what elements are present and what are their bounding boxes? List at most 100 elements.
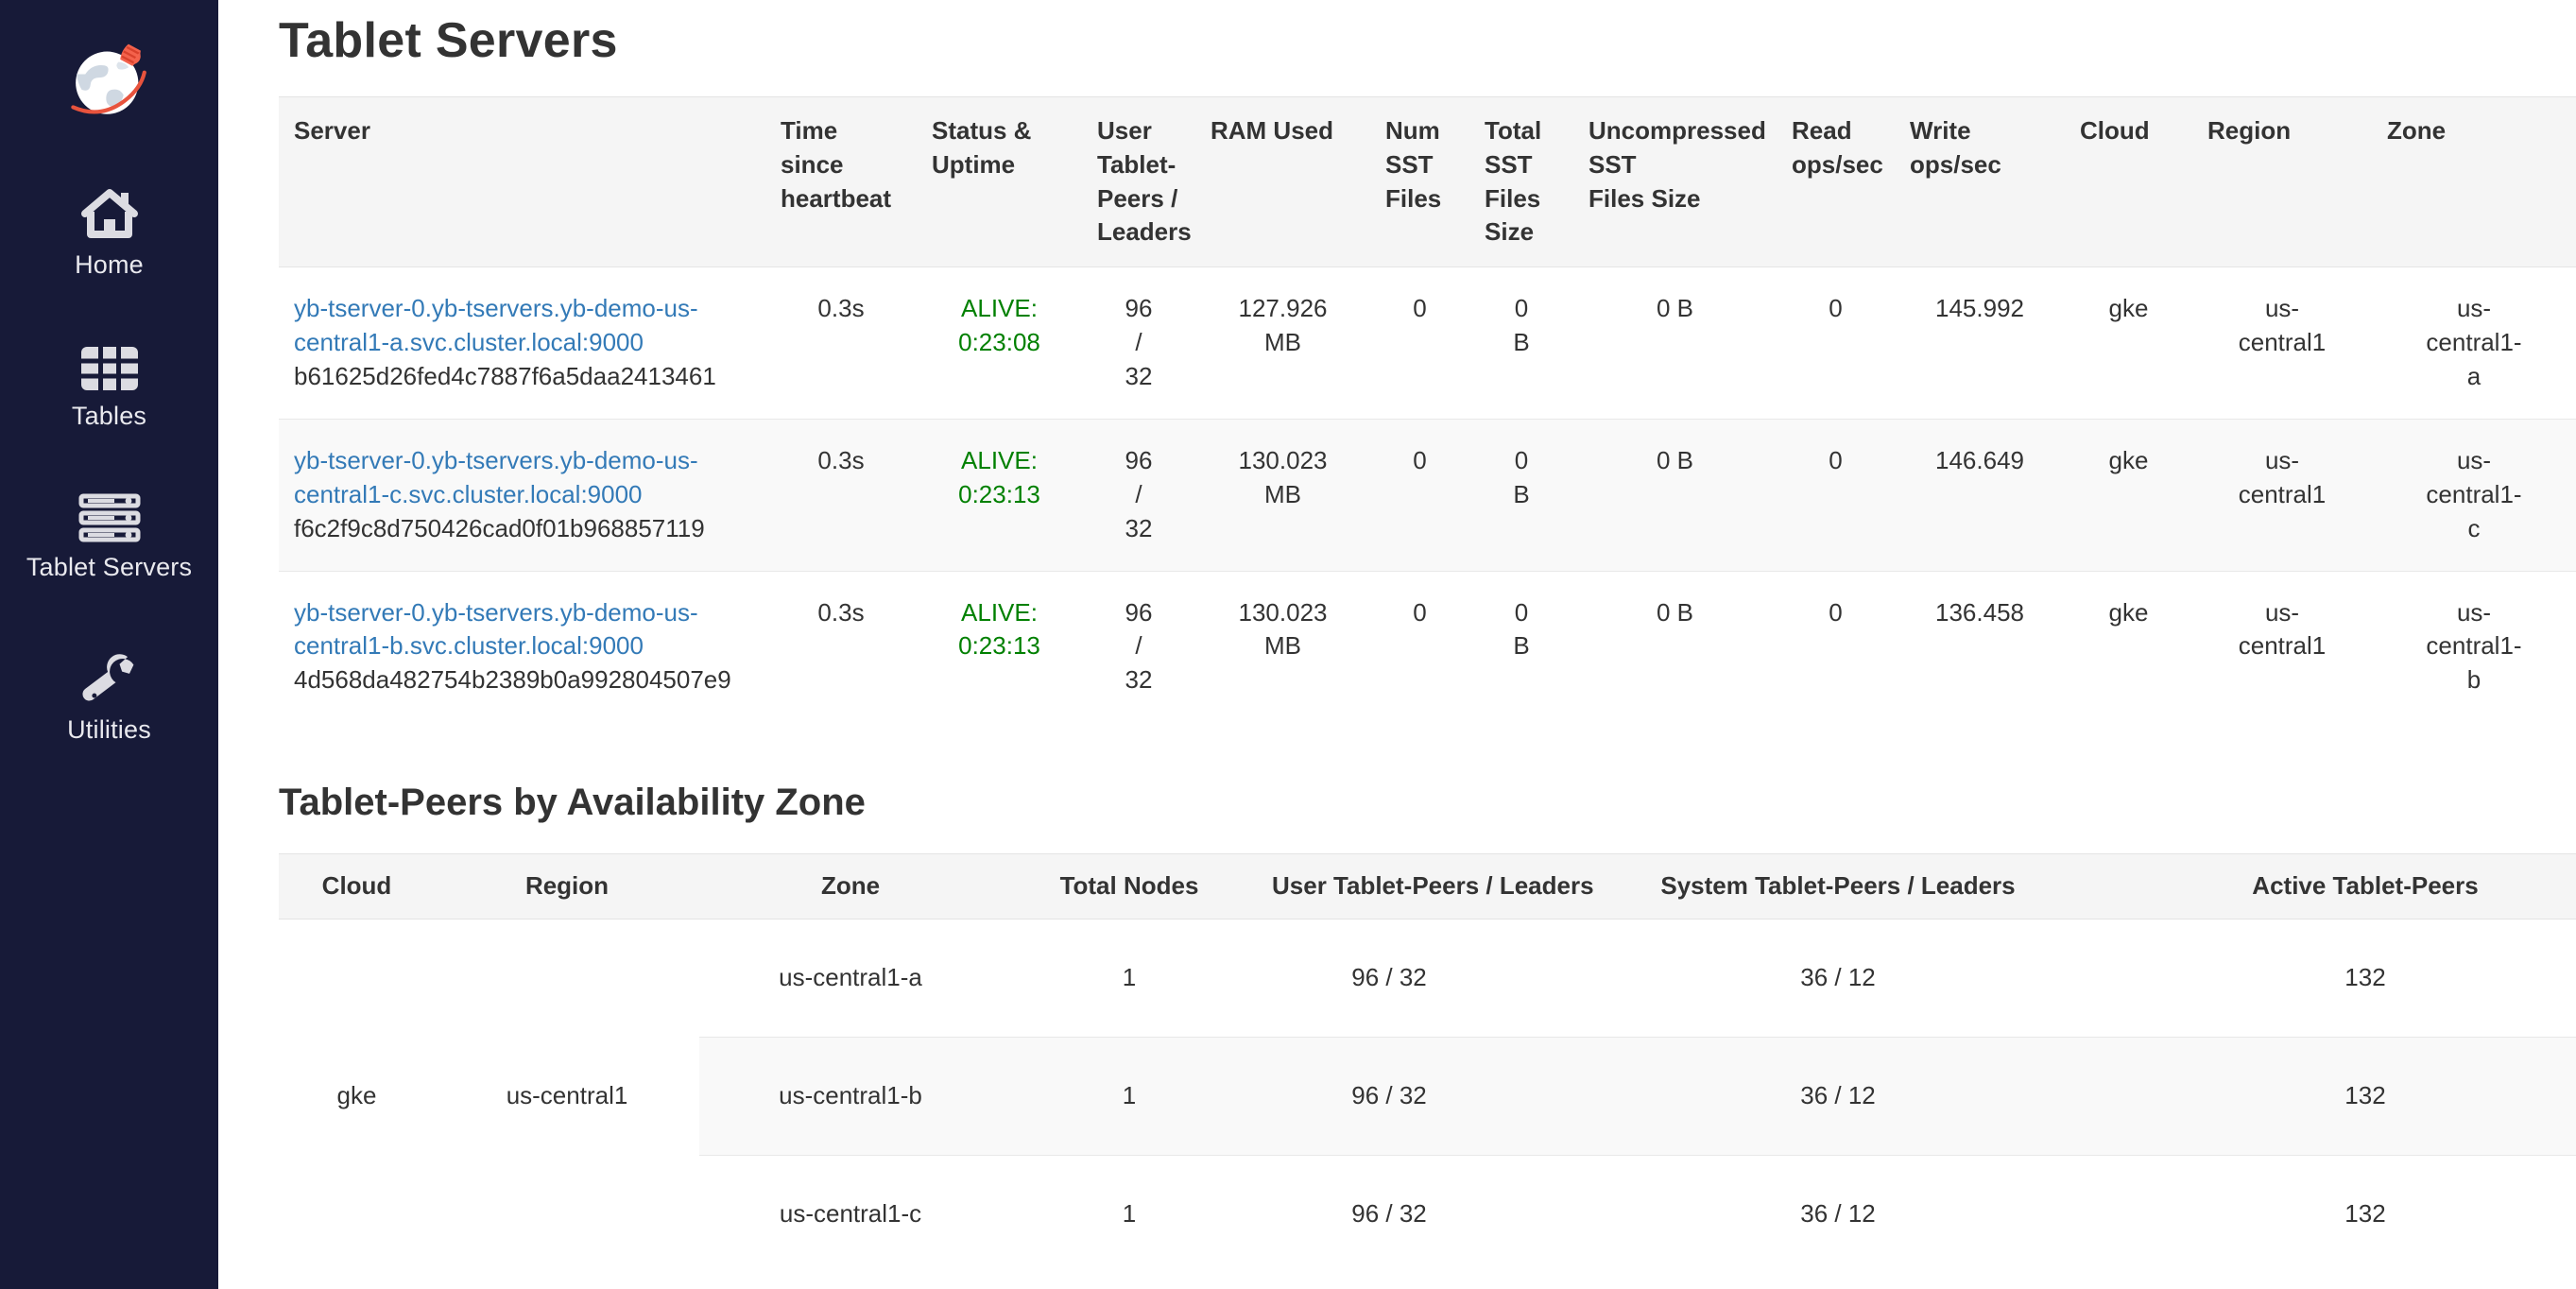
sidebar-item-utilities[interactable]: Utilities	[0, 646, 218, 748]
col-header-heartbeat: Time since heartbeat	[765, 95, 917, 268]
active-tablet-peers-cell: 132	[2344, 963, 2386, 992]
user-tablet-peers-cell: 96 / 32	[1257, 1037, 1521, 1156]
table-row: us-central1-c 1 96 / 32 36 / 12 132	[279, 1154, 2576, 1273]
uncompressed-sst-cell: 0 B	[1656, 294, 1694, 323]
active-tablet-peers-cell: 132	[2155, 1037, 2576, 1156]
sidebar-item-label: Utilities	[67, 715, 151, 744]
ram-cell: 130.023 MB	[1195, 570, 1370, 723]
active-tablet-peers-cell: 132	[2155, 1154, 2576, 1273]
tserver-link[interactable]: yb-tserver-0.yb-tservers.yb-demo-us- cen…	[294, 445, 698, 508]
table-row: yb-tserver-0.yb-tservers.yb-demo-us- cen…	[279, 267, 2576, 420]
region-cell: us- central1	[2238, 294, 2327, 357]
user-tablets-cell: 96 / 32	[1082, 570, 1195, 723]
tserver-link[interactable]: yb-tserver-0.yb-tservers.yb-demo-us- cen…	[294, 597, 698, 661]
table-row: yb-tserver-0.yb-tservers.yb-demo-us- cen…	[279, 570, 2576, 723]
total-sst-cell: 0 B	[1469, 418, 1573, 571]
read-ops-cell: 0	[1829, 294, 1843, 323]
tables-grid-icon	[80, 346, 139, 391]
tablet-peers-by-az-table: Cloud Region Zone Total Nodes User Table…	[279, 853, 2576, 1273]
main-content: Tablet Servers Server Time since heartbe…	[218, 0, 2576, 1273]
yugabytedb-logo[interactable]	[0, 0, 218, 123]
tserver-link[interactable]: yb-tserver-0.yb-tservers.yb-demo-us- cen…	[294, 294, 698, 357]
sidebar-item-tablet-servers[interactable]: Tablet Servers	[0, 493, 218, 585]
section-title-tablet-peers-by-az: Tablet-Peers by Availability Zone	[279, 782, 866, 824]
home-icon	[79, 185, 140, 240]
uncompressed-sst-cell: 0 B	[1573, 570, 1777, 723]
sidebar-item-tables[interactable]: Tables	[0, 346, 218, 434]
num-sst-cell: 0	[1370, 570, 1469, 723]
zone-cell: us- central1- b	[2372, 570, 2576, 723]
globe-rocket-logo-icon	[70, 43, 146, 114]
system-tablet-peers-cell: 36 / 12	[1521, 1154, 2155, 1273]
az-header-row: Cloud Region Zone Total Nodes User Table…	[279, 853, 2576, 920]
sidebar-item-label: Tablet Servers	[26, 553, 193, 581]
system-tablet-peers-cell: 36 / 12	[1521, 1037, 2155, 1156]
table-row: yb-tserver-0.yb-tservers.yb-demo-us- cen…	[279, 418, 2576, 571]
wrench-icon	[80, 646, 139, 705]
tserver-uuid: b61625d26fed4c7887f6a5daa2413461	[294, 362, 716, 390]
col-header-user-tablets: User Tablet- Peers / Leaders	[1082, 95, 1195, 268]
read-ops-cell: 0	[1777, 418, 1895, 571]
col-header-num-sst: Num SST Files	[1370, 95, 1469, 268]
heartbeat-cell: 0.3s	[765, 418, 917, 571]
col-header-uncompressed-sst: Uncompressed SST Files Size	[1573, 95, 1777, 268]
cloud-cell: gke	[2065, 570, 2192, 723]
zone-cell: us- central1- a	[2426, 294, 2522, 390]
col-header-total-sst: Total SST Files Size	[1469, 95, 1573, 268]
sidebar-item-label: Home	[75, 250, 144, 279]
servers-stack-icon	[78, 493, 141, 542]
write-ops-cell: 136.458	[1895, 570, 2065, 723]
region-cell: us- central1	[2192, 418, 2372, 571]
cloud-cell: gke	[2065, 418, 2192, 571]
col-header-zone: Zone	[2372, 95, 2576, 268]
total-nodes-cell: 1	[1002, 1037, 1257, 1156]
heartbeat-cell: 0.3s	[765, 570, 917, 723]
cloud-cell: gke	[2108, 294, 2149, 323]
table-row: gke us-central1 us-central1-a 1 96 / 32 …	[279, 919, 2576, 1273]
col-header-ram: RAM Used	[1195, 95, 1370, 268]
num-sst-cell: 0	[1370, 418, 1469, 571]
total-sst-cell: 0 B	[1469, 570, 1573, 723]
col-header-status: Status & Uptime	[917, 95, 1082, 268]
server-cell: yb-tserver-0.yb-tservers.yb-demo-us- cen…	[279, 570, 765, 723]
user-tablets-cell: 96 / 32	[1125, 294, 1153, 390]
region-cell: us- central1	[2192, 570, 2372, 723]
col-header-active-tablet-peers: Active Tablet-Peers	[2155, 853, 2576, 920]
col-header-region: Region	[435, 853, 699, 920]
ram-cell: 127.926 MB	[1238, 294, 1328, 357]
user-tablet-peers-cell: 96 / 32	[1257, 1154, 1521, 1273]
server-cell: yb-tserver-0.yb-tservers.yb-demo-us- cen…	[279, 267, 765, 420]
ram-cell: 130.023 MB	[1195, 418, 1370, 571]
sidebar-item-home[interactable]: Home	[0, 185, 218, 283]
tserver-uuid: f6c2f9c8d750426cad0f01b968857119	[294, 513, 705, 542]
col-header-cloud: Cloud	[2065, 95, 2192, 268]
zone-cell: us-central1-c	[699, 1154, 1002, 1273]
zone-cell: us-central1-b	[699, 1037, 1002, 1156]
total-sst-cell: 0 B	[1513, 294, 1530, 357]
server-cell: yb-tserver-0.yb-tservers.yb-demo-us- cen…	[279, 418, 765, 571]
zone-cell: us- central1- c	[2372, 418, 2576, 571]
tserver-uuid: 4d568da482754b2389b0a992804507e9	[294, 665, 731, 695]
col-header-user-tablet-peers: User Tablet-Peers / Leaders	[1257, 853, 1594, 920]
status-cell: ALIVE: 0:23:13	[917, 418, 1082, 571]
system-tablet-peers-cell: 36 / 12	[1800, 963, 1876, 992]
table-row: us-central1-b 1 96 / 32 36 / 12 132	[279, 1037, 2576, 1156]
col-header-zone: Zone	[699, 853, 1002, 920]
zone-cell: us-central1-a	[779, 963, 922, 992]
col-header-read-ops: Read ops/sec	[1777, 95, 1895, 268]
col-header-region: Region	[2192, 95, 2372, 268]
col-header-write-ops: Write ops/sec	[1895, 95, 2065, 268]
num-sst-cell: 0	[1413, 294, 1427, 323]
user-tablet-peers-cell: 96 / 32	[1351, 963, 1427, 992]
user-tablets-cell: 96 / 32	[1082, 418, 1195, 571]
page-title: Tablet Servers	[279, 13, 618, 68]
col-header-system-tablet-peers: System Tablet-Peers / Leaders	[1521, 853, 2155, 920]
tablet-servers-table: Server Time since heartbeat Status & Upt…	[279, 95, 2576, 723]
uncompressed-sst-cell: 0 B	[1573, 418, 1777, 571]
col-header-total-nodes: Total Nodes	[1002, 853, 1257, 920]
col-header-server: Server	[279, 95, 765, 268]
region-cell: us-central1	[435, 919, 699, 1273]
sidebar-item-label: Tables	[71, 402, 147, 430]
heartbeat-cell: 0.3s	[817, 294, 865, 323]
total-nodes-cell: 1	[1122, 963, 1137, 992]
